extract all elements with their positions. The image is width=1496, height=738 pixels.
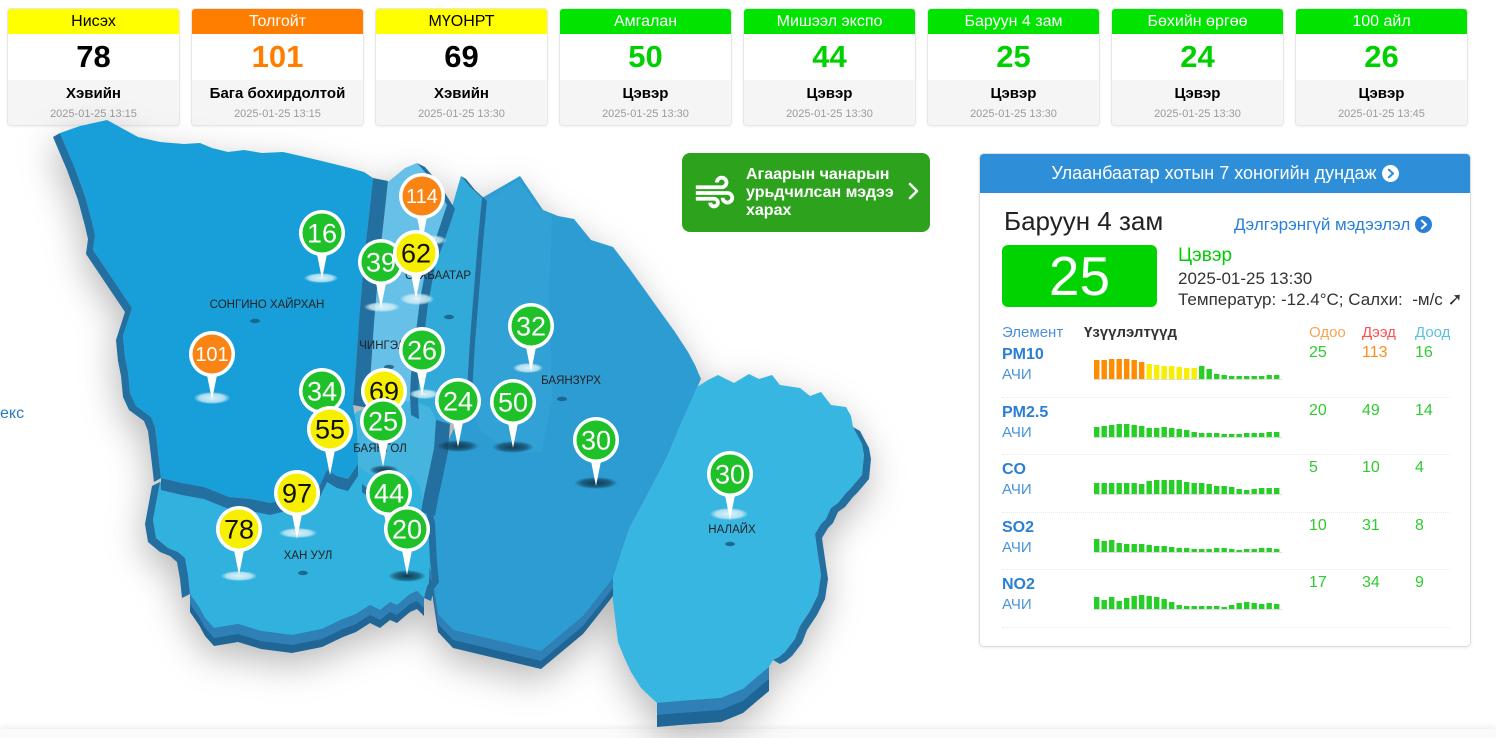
svg-text:БАЯНЗҮРХ: БАЯНЗҮРХ — [541, 375, 601, 387]
svg-text:62: 62 — [401, 239, 431, 269]
svg-text:114: 114 — [406, 186, 438, 208]
svg-text:34: 34 — [307, 377, 337, 407]
svg-text:24: 24 — [443, 387, 473, 417]
svg-text:25: 25 — [368, 407, 398, 437]
svg-text:СОНГИНО ХАЙРХАН: СОНГИНО ХАЙРХАН — [210, 298, 325, 311]
svg-text:50: 50 — [498, 388, 528, 418]
svg-text:78: 78 — [224, 515, 254, 545]
svg-text:НАЛАЙХ: НАЛАЙХ — [708, 523, 756, 536]
svg-text:ХАН УУЛ: ХАН УУЛ — [284, 550, 333, 562]
svg-text:16: 16 — [307, 219, 337, 249]
svg-text:30: 30 — [581, 426, 611, 456]
svg-text:30: 30 — [715, 460, 745, 490]
svg-text:20: 20 — [392, 515, 422, 545]
svg-text:26: 26 — [407, 336, 437, 366]
svg-text:39: 39 — [366, 248, 396, 278]
svg-text:44: 44 — [374, 479, 404, 509]
svg-text:32: 32 — [516, 312, 546, 342]
svg-text:101: 101 — [195, 344, 228, 366]
svg-text:55: 55 — [315, 415, 345, 445]
svg-text:97: 97 — [282, 479, 312, 509]
